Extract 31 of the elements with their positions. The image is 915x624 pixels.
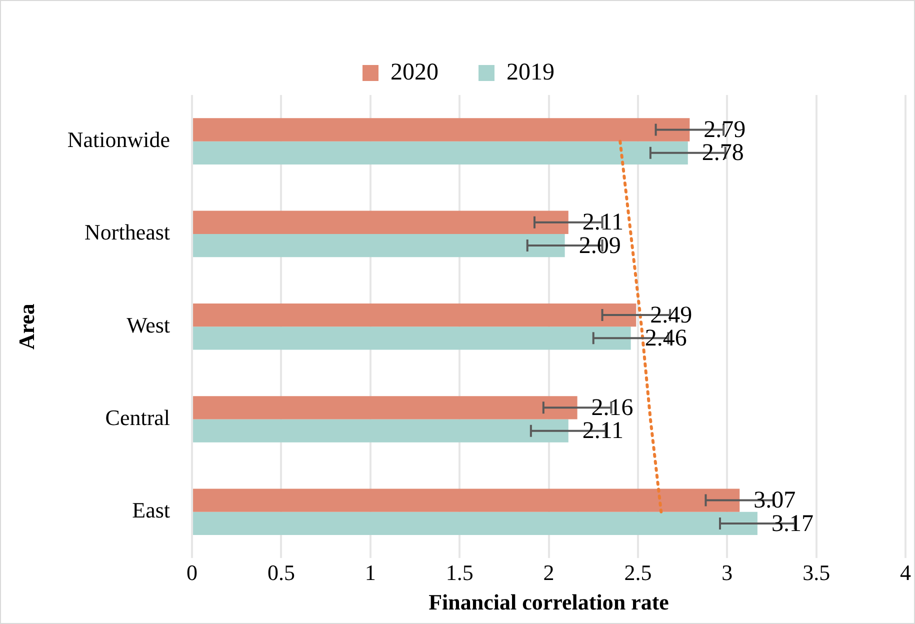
x-tick-label: 1 (364, 560, 376, 586)
x-tick-label: 1.5 (446, 560, 474, 586)
bar (193, 326, 631, 350)
x-tick-label: 3.5 (802, 560, 830, 586)
x-tick-label: 0.5 (267, 560, 295, 586)
y-tick-label: East (132, 498, 170, 523)
data-label: 3.07 (754, 488, 796, 514)
bar (193, 419, 568, 442)
data-label: 2.11 (582, 210, 624, 236)
y-tick-label: Central (105, 405, 170, 430)
x-axis-title: Financial correlation rate (428, 589, 670, 614)
bar (193, 210, 568, 234)
x-tick-label: 4 (900, 560, 911, 586)
data-label: 2.11 (582, 418, 624, 444)
bar (193, 118, 690, 142)
legend-label: 2020 (390, 59, 438, 86)
x-tick-label: 3 (722, 560, 733, 586)
legend-label: 2019 (506, 59, 554, 86)
y-tick-label: Northeast (84, 220, 170, 245)
y-axis-title: Area (14, 304, 39, 350)
bar (193, 234, 565, 258)
x-tick-label: 2.5 (624, 560, 652, 586)
bar (193, 396, 578, 420)
y-tick-label: West (126, 312, 170, 338)
bar (193, 141, 688, 164)
x-tick-label: 0 (186, 560, 198, 586)
x-tick-label: 2 (543, 560, 554, 586)
bar (193, 512, 758, 536)
bar (193, 303, 636, 327)
y-tick-label: Nationwide (67, 127, 170, 152)
bar (193, 488, 740, 512)
